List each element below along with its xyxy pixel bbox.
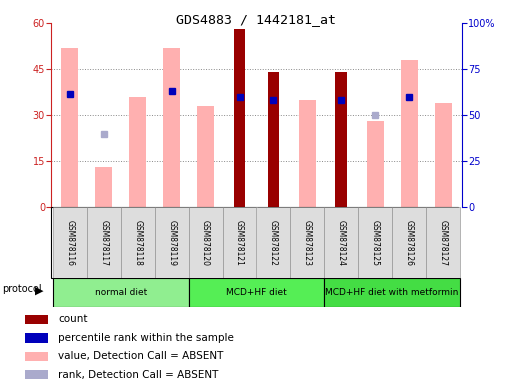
Bar <box>87 207 121 278</box>
Text: GSM878118: GSM878118 <box>133 220 142 266</box>
Bar <box>25 315 48 324</box>
Bar <box>197 106 214 207</box>
Bar <box>121 207 155 278</box>
Bar <box>336 72 347 207</box>
Bar <box>155 207 189 278</box>
Bar <box>189 207 223 278</box>
Text: count: count <box>58 314 88 324</box>
Text: normal diet: normal diet <box>95 288 147 297</box>
Text: GSM878127: GSM878127 <box>439 220 447 266</box>
Bar <box>53 207 87 278</box>
Bar <box>163 48 180 207</box>
Bar <box>426 207 460 278</box>
Bar <box>53 278 189 307</box>
Bar <box>290 207 324 278</box>
Bar <box>392 207 426 278</box>
Text: rank, Detection Call = ABSENT: rank, Detection Call = ABSENT <box>58 370 219 380</box>
Text: ▶: ▶ <box>35 286 44 296</box>
Bar <box>401 60 418 207</box>
Text: GSM878122: GSM878122 <box>269 220 278 266</box>
Text: GSM878126: GSM878126 <box>405 220 413 266</box>
Text: GSM878123: GSM878123 <box>303 220 312 266</box>
Text: GSM878120: GSM878120 <box>201 220 210 266</box>
Text: value, Detection Call = ABSENT: value, Detection Call = ABSENT <box>58 351 223 361</box>
Bar <box>299 100 316 207</box>
Bar <box>129 97 146 207</box>
Bar <box>367 121 384 207</box>
Text: GSM878117: GSM878117 <box>100 220 108 266</box>
Text: protocol: protocol <box>3 284 42 294</box>
Text: GDS4883 / 1442181_at: GDS4883 / 1442181_at <box>176 13 337 26</box>
Bar <box>324 207 358 278</box>
Bar <box>95 167 112 207</box>
Text: MCD+HF diet: MCD+HF diet <box>226 288 287 297</box>
Text: percentile rank within the sample: percentile rank within the sample <box>58 333 234 343</box>
Bar <box>223 207 256 278</box>
Bar <box>233 29 246 207</box>
Bar <box>267 72 280 207</box>
Bar <box>25 370 48 379</box>
Bar <box>62 48 78 207</box>
Bar <box>256 207 290 278</box>
Bar <box>435 103 451 207</box>
Text: GSM878119: GSM878119 <box>167 220 176 266</box>
Bar <box>25 333 48 343</box>
Text: GSM878124: GSM878124 <box>337 220 346 266</box>
Bar <box>189 278 324 307</box>
Bar <box>324 278 460 307</box>
Text: MCD+HF diet with metformin: MCD+HF diet with metformin <box>325 288 459 297</box>
Text: GSM878116: GSM878116 <box>66 220 74 266</box>
Bar <box>25 352 48 361</box>
Text: GSM878121: GSM878121 <box>235 220 244 266</box>
Bar <box>358 207 392 278</box>
Text: GSM878125: GSM878125 <box>371 220 380 266</box>
